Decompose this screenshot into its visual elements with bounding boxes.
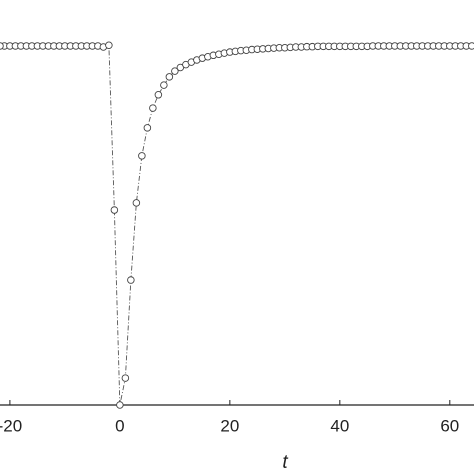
data-point: [0, 42, 4, 50]
data-point: [110, 206, 119, 214]
x-tick-label: 0: [115, 416, 124, 435]
series-line: [4, 44, 472, 406]
data-point: [160, 81, 168, 89]
data-point: [105, 41, 113, 49]
x-tick-label: -20: [0, 416, 22, 435]
data-point: [127, 276, 135, 284]
data-point: [121, 374, 130, 382]
data-point: [116, 401, 124, 409]
data-point: [171, 67, 179, 75]
data-point: [138, 152, 146, 160]
x-tick-label: 20: [220, 416, 239, 435]
data-point: [468, 42, 474, 50]
x-axis-label: t: [282, 452, 288, 473]
data-point: [165, 73, 174, 81]
data-point: [154, 91, 163, 99]
data-point: [149, 104, 157, 112]
data-point: [132, 199, 141, 207]
x-tick-label: 60: [440, 416, 459, 435]
data-point: [143, 124, 152, 132]
x-tick-label: 40: [330, 416, 349, 435]
